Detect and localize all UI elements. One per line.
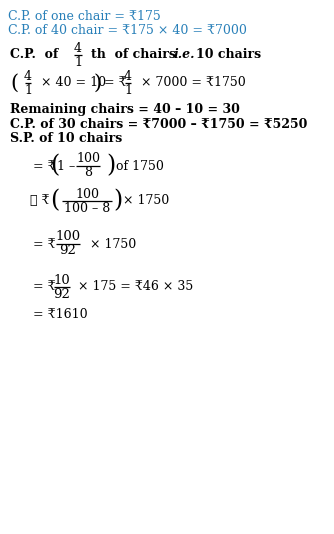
Text: ): ): [106, 154, 115, 177]
Text: = ₹: = ₹: [33, 280, 56, 294]
Text: 4: 4: [24, 69, 32, 82]
Text: ): ): [94, 74, 102, 92]
Text: (: (: [50, 190, 59, 213]
Text: 10: 10: [54, 273, 70, 287]
Text: (: (: [50, 154, 59, 177]
Text: i.e.: i.e.: [174, 49, 195, 61]
Text: 92: 92: [59, 245, 76, 257]
Text: 1: 1: [24, 83, 32, 97]
Text: 1: 1: [74, 56, 82, 68]
Text: 100: 100: [75, 187, 99, 200]
Text: Remaining chairs = 40 – 10 = 30: Remaining chairs = 40 – 10 = 30: [10, 104, 240, 116]
Text: of 1750: of 1750: [116, 160, 164, 172]
Text: 4: 4: [74, 42, 82, 54]
Text: C.P. of 40 chair = ₹175 × 40 = ₹7000: C.P. of 40 chair = ₹175 × 40 = ₹7000: [8, 23, 247, 36]
Text: C.P. of 30 chairs = ₹7000 – ₹1750 = ₹5250: C.P. of 30 chairs = ₹7000 – ₹1750 = ₹525…: [10, 117, 307, 130]
Text: × 1750: × 1750: [123, 194, 169, 208]
Text: 100 – 8: 100 – 8: [64, 201, 110, 215]
Text: S.P. of 10 chairs: S.P. of 10 chairs: [10, 131, 122, 145]
Text: = ₹: = ₹: [33, 238, 56, 250]
Text: ): ): [113, 190, 122, 213]
Text: × 175 = ₹46 × 35: × 175 = ₹46 × 35: [78, 280, 193, 294]
Text: × 40 = 10: × 40 = 10: [41, 76, 106, 90]
Text: th  of chairs: th of chairs: [91, 49, 176, 61]
Text: C.P.  of: C.P. of: [10, 49, 58, 61]
Text: (: (: [10, 74, 18, 92]
Text: × 7000 = ₹1750: × 7000 = ₹1750: [141, 76, 246, 90]
Text: 92: 92: [53, 287, 70, 301]
Text: 100: 100: [55, 231, 80, 244]
Text: 10 chairs: 10 chairs: [196, 49, 261, 61]
Text: 100: 100: [76, 153, 100, 166]
Text: 4: 4: [124, 69, 132, 82]
Text: = ₹1610: = ₹1610: [33, 308, 88, 320]
Text: ≅ ₹: ≅ ₹: [30, 194, 49, 208]
Text: 8: 8: [84, 167, 92, 179]
Text: 1 –: 1 –: [57, 160, 75, 172]
Text: = ₹: = ₹: [33, 160, 56, 172]
Text: = ₹: = ₹: [104, 76, 127, 90]
Text: × 1750: × 1750: [90, 238, 136, 250]
Text: C.P. of one chair = ₹175: C.P. of one chair = ₹175: [8, 10, 161, 22]
Text: 1: 1: [124, 83, 132, 97]
